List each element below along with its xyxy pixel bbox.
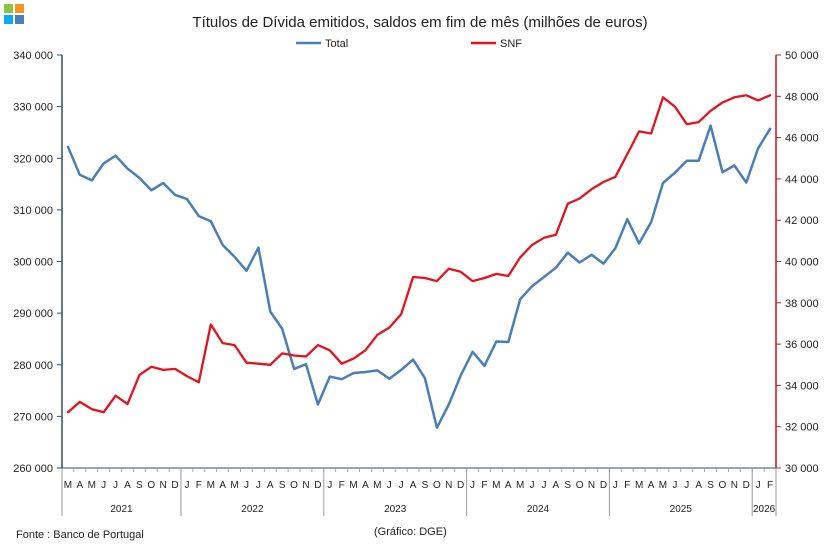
- x-month-label: J: [113, 480, 118, 491]
- x-month-label: J: [530, 480, 535, 491]
- x-month-label: A: [219, 480, 226, 491]
- x-month-label: A: [362, 480, 369, 491]
- x-year-label: 2024: [527, 504, 550, 515]
- y-right-tick-label: 50 000: [785, 50, 819, 62]
- x-month-label: S: [707, 480, 714, 491]
- y-right-tick-label: 32 000: [785, 422, 819, 434]
- x-month-label: M: [230, 480, 238, 491]
- series-line-total: [66, 124, 772, 429]
- x-month-label: M: [635, 480, 643, 491]
- y-left-tick-label: 270 000: [13, 411, 53, 423]
- x-month-label: A: [648, 480, 655, 491]
- credit-note: (Gráfico: DGE): [374, 526, 447, 538]
- y-right-tick-label: 38 000: [785, 298, 819, 310]
- x-month-label: N: [160, 480, 167, 491]
- x-month-label: J: [256, 480, 261, 491]
- x-month-label: S: [279, 480, 286, 491]
- x-month-label: D: [171, 480, 178, 491]
- x-month-label: O: [719, 480, 727, 491]
- x-month-label: J: [244, 480, 249, 491]
- y-left-tick-label: 340 000: [13, 50, 53, 62]
- x-month-label: J: [756, 480, 761, 491]
- x-month-label: O: [147, 480, 155, 491]
- x-month-label: M: [207, 480, 215, 491]
- x-month-label: F: [196, 480, 202, 491]
- x-month-label: M: [88, 480, 96, 491]
- legend-label-snf: SNF: [500, 38, 522, 50]
- x-month-label: J: [613, 480, 618, 491]
- x-month-label: A: [553, 480, 560, 491]
- y-left-tick-label: 300 000: [13, 257, 53, 269]
- x-month-label: O: [576, 480, 584, 491]
- x-month-label: O: [433, 480, 441, 491]
- x-month-label: F: [481, 480, 487, 491]
- axes: 260 000 270 000 280 000 290 000 300 000 310 0…: [13, 50, 819, 516]
- x-month-label: N: [302, 480, 309, 491]
- legend: Total SNF: [296, 38, 522, 50]
- x-month-label: J: [101, 480, 106, 491]
- x-month-label: A: [410, 480, 417, 491]
- y-left-tick-label: 320 000: [13, 153, 53, 165]
- x-month-label: M: [349, 480, 357, 491]
- x-month-label: D: [743, 480, 750, 491]
- x-month-label: N: [445, 480, 452, 491]
- x-year-label: 2025: [670, 504, 693, 515]
- y-right-tick-label: 40 000: [785, 257, 819, 269]
- y-left-tick-label: 280 000: [13, 360, 53, 372]
- x-month-label: D: [457, 480, 464, 491]
- x-month-label: M: [373, 480, 381, 491]
- x-month-label: S: [136, 480, 143, 491]
- y-right-tick-label: 46 000: [785, 133, 819, 145]
- x-month-label: M: [659, 480, 667, 491]
- x-month-label: F: [624, 480, 630, 491]
- legend-label-total: Total: [325, 38, 348, 50]
- x-month-label: A: [267, 480, 274, 491]
- x-month-label: J: [387, 480, 392, 491]
- x-month-label: J: [541, 480, 546, 491]
- y-right-tick-label: 44 000: [785, 174, 819, 186]
- y-right-tick-label: 34 000: [785, 380, 819, 392]
- x-month-label: S: [422, 480, 429, 491]
- x-month-label: M: [492, 480, 500, 491]
- x-year-label: 2022: [241, 504, 264, 515]
- x-month-label: D: [600, 480, 607, 491]
- y-left-tick-label: 260 000: [13, 463, 53, 475]
- x-month-label: J: [184, 480, 189, 491]
- x-month-label: N: [731, 480, 738, 491]
- series-line-snf: [66, 94, 772, 414]
- source-note: Fonte : Banco de Portugal: [16, 529, 144, 541]
- series-lines: [66, 94, 772, 429]
- x-year-label: 2026: [753, 504, 776, 515]
- x-month-label: M: [516, 480, 524, 491]
- x-month-label: A: [124, 480, 131, 491]
- x-month-label: N: [588, 480, 595, 491]
- x-month-label: J: [399, 480, 404, 491]
- x-month-label: A: [505, 480, 512, 491]
- x-month-label: D: [314, 480, 321, 491]
- y-right-tick-label: 42 000: [785, 215, 819, 227]
- y-right-tick-label: 48 000: [785, 91, 819, 103]
- x-year-label: 2023: [384, 504, 407, 515]
- x-month-label: J: [470, 480, 475, 491]
- x-month-label: M: [64, 480, 72, 491]
- x-month-label: F: [767, 480, 773, 491]
- x-month-label: J: [684, 480, 689, 491]
- chart-title: Títulos de Dívida emitidos, saldos em fi…: [192, 14, 647, 31]
- x-month-label: J: [672, 480, 677, 491]
- y-left-tick-label: 310 000: [13, 205, 53, 217]
- x-year-label: 2021: [110, 504, 133, 515]
- x-month-label: A: [77, 480, 84, 491]
- x-month-label: J: [327, 480, 332, 491]
- x-month-label: S: [564, 480, 571, 491]
- logo-icon: [4, 4, 24, 24]
- x-month-label: F: [339, 480, 345, 491]
- y-right-tick-label: 30 000: [785, 463, 819, 475]
- y-left-tick-label: 330 000: [13, 102, 53, 114]
- x-month-label: O: [290, 480, 298, 491]
- y-right-tick-label: 36 000: [785, 339, 819, 351]
- y-left-tick-label: 290 000: [13, 308, 53, 320]
- x-month-label: A: [695, 480, 702, 491]
